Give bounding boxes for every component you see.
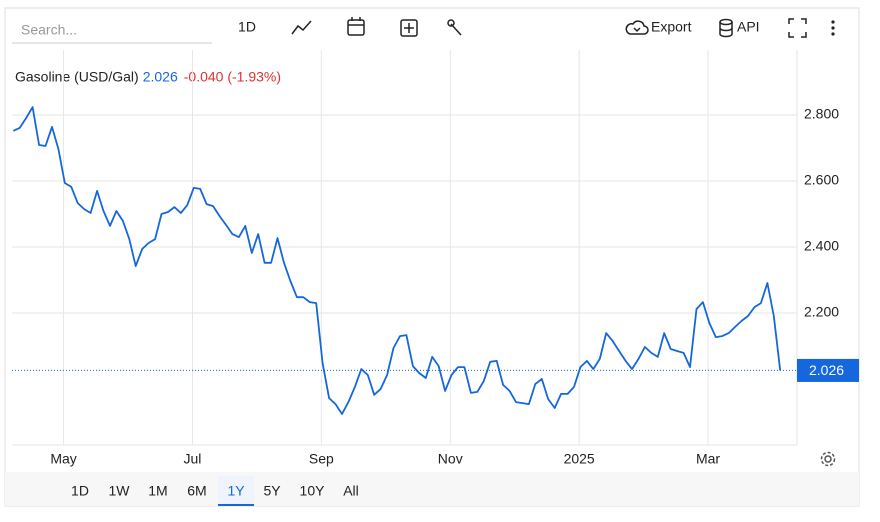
settings-icon[interactable]: [820, 451, 836, 467]
price-change: -0.040 (-1.93%): [184, 69, 281, 85]
tools-icon[interactable]: [447, 19, 462, 36]
range-button[interactable]: 10Y: [300, 483, 326, 499]
y-tick-label: 2.400: [804, 238, 839, 254]
x-tick-label: Sep: [309, 451, 334, 467]
range-button[interactable]: 5Y: [263, 483, 281, 499]
x-tick-label: Jul: [184, 451, 202, 467]
price-line: [12, 106, 782, 415]
y-tick-label: 2.800: [804, 106, 839, 122]
fullscreen-icon[interactable]: [788, 18, 807, 38]
x-tick-label: May: [50, 451, 76, 467]
frame: [4, 7, 860, 507]
x-tick-label: Nov: [438, 451, 463, 467]
range-button[interactable]: 1D: [71, 483, 89, 499]
menu-icon[interactable]: [831, 20, 835, 36]
range-bar: [5, 472, 859, 506]
search-input[interactable]: Search...: [21, 22, 77, 38]
x-tick-label: Mar: [696, 451, 720, 467]
x-tick-label: 2025: [564, 451, 595, 467]
add-indicator-icon[interactable]: [400, 19, 418, 37]
export-icon[interactable]: [625, 20, 649, 35]
instrument-name: Gasoline (USD/Gal): [15, 69, 139, 85]
range-active-bg: [218, 476, 254, 506]
line-type-icon[interactable]: [291, 20, 312, 35]
range-button[interactable]: 1M: [148, 483, 167, 499]
range-button[interactable]: All: [343, 483, 359, 499]
export-button[interactable]: Export: [651, 19, 692, 35]
interval-button[interactable]: 1D: [238, 19, 256, 35]
last-price: 2.026: [143, 69, 178, 85]
last-price-tag: [797, 358, 859, 382]
range-button[interactable]: 6M: [187, 483, 206, 499]
last-price-label: 2.026: [809, 362, 844, 378]
y-tick-label: 2.200: [804, 304, 839, 320]
range-button[interactable]: 1Y: [227, 483, 245, 499]
y-tick-label: 2.600: [804, 172, 839, 188]
calendar-icon[interactable]: [347, 17, 365, 36]
api-icon[interactable]: [719, 18, 733, 38]
api-button[interactable]: API: [737, 19, 760, 35]
range-button[interactable]: 1W: [109, 483, 131, 499]
